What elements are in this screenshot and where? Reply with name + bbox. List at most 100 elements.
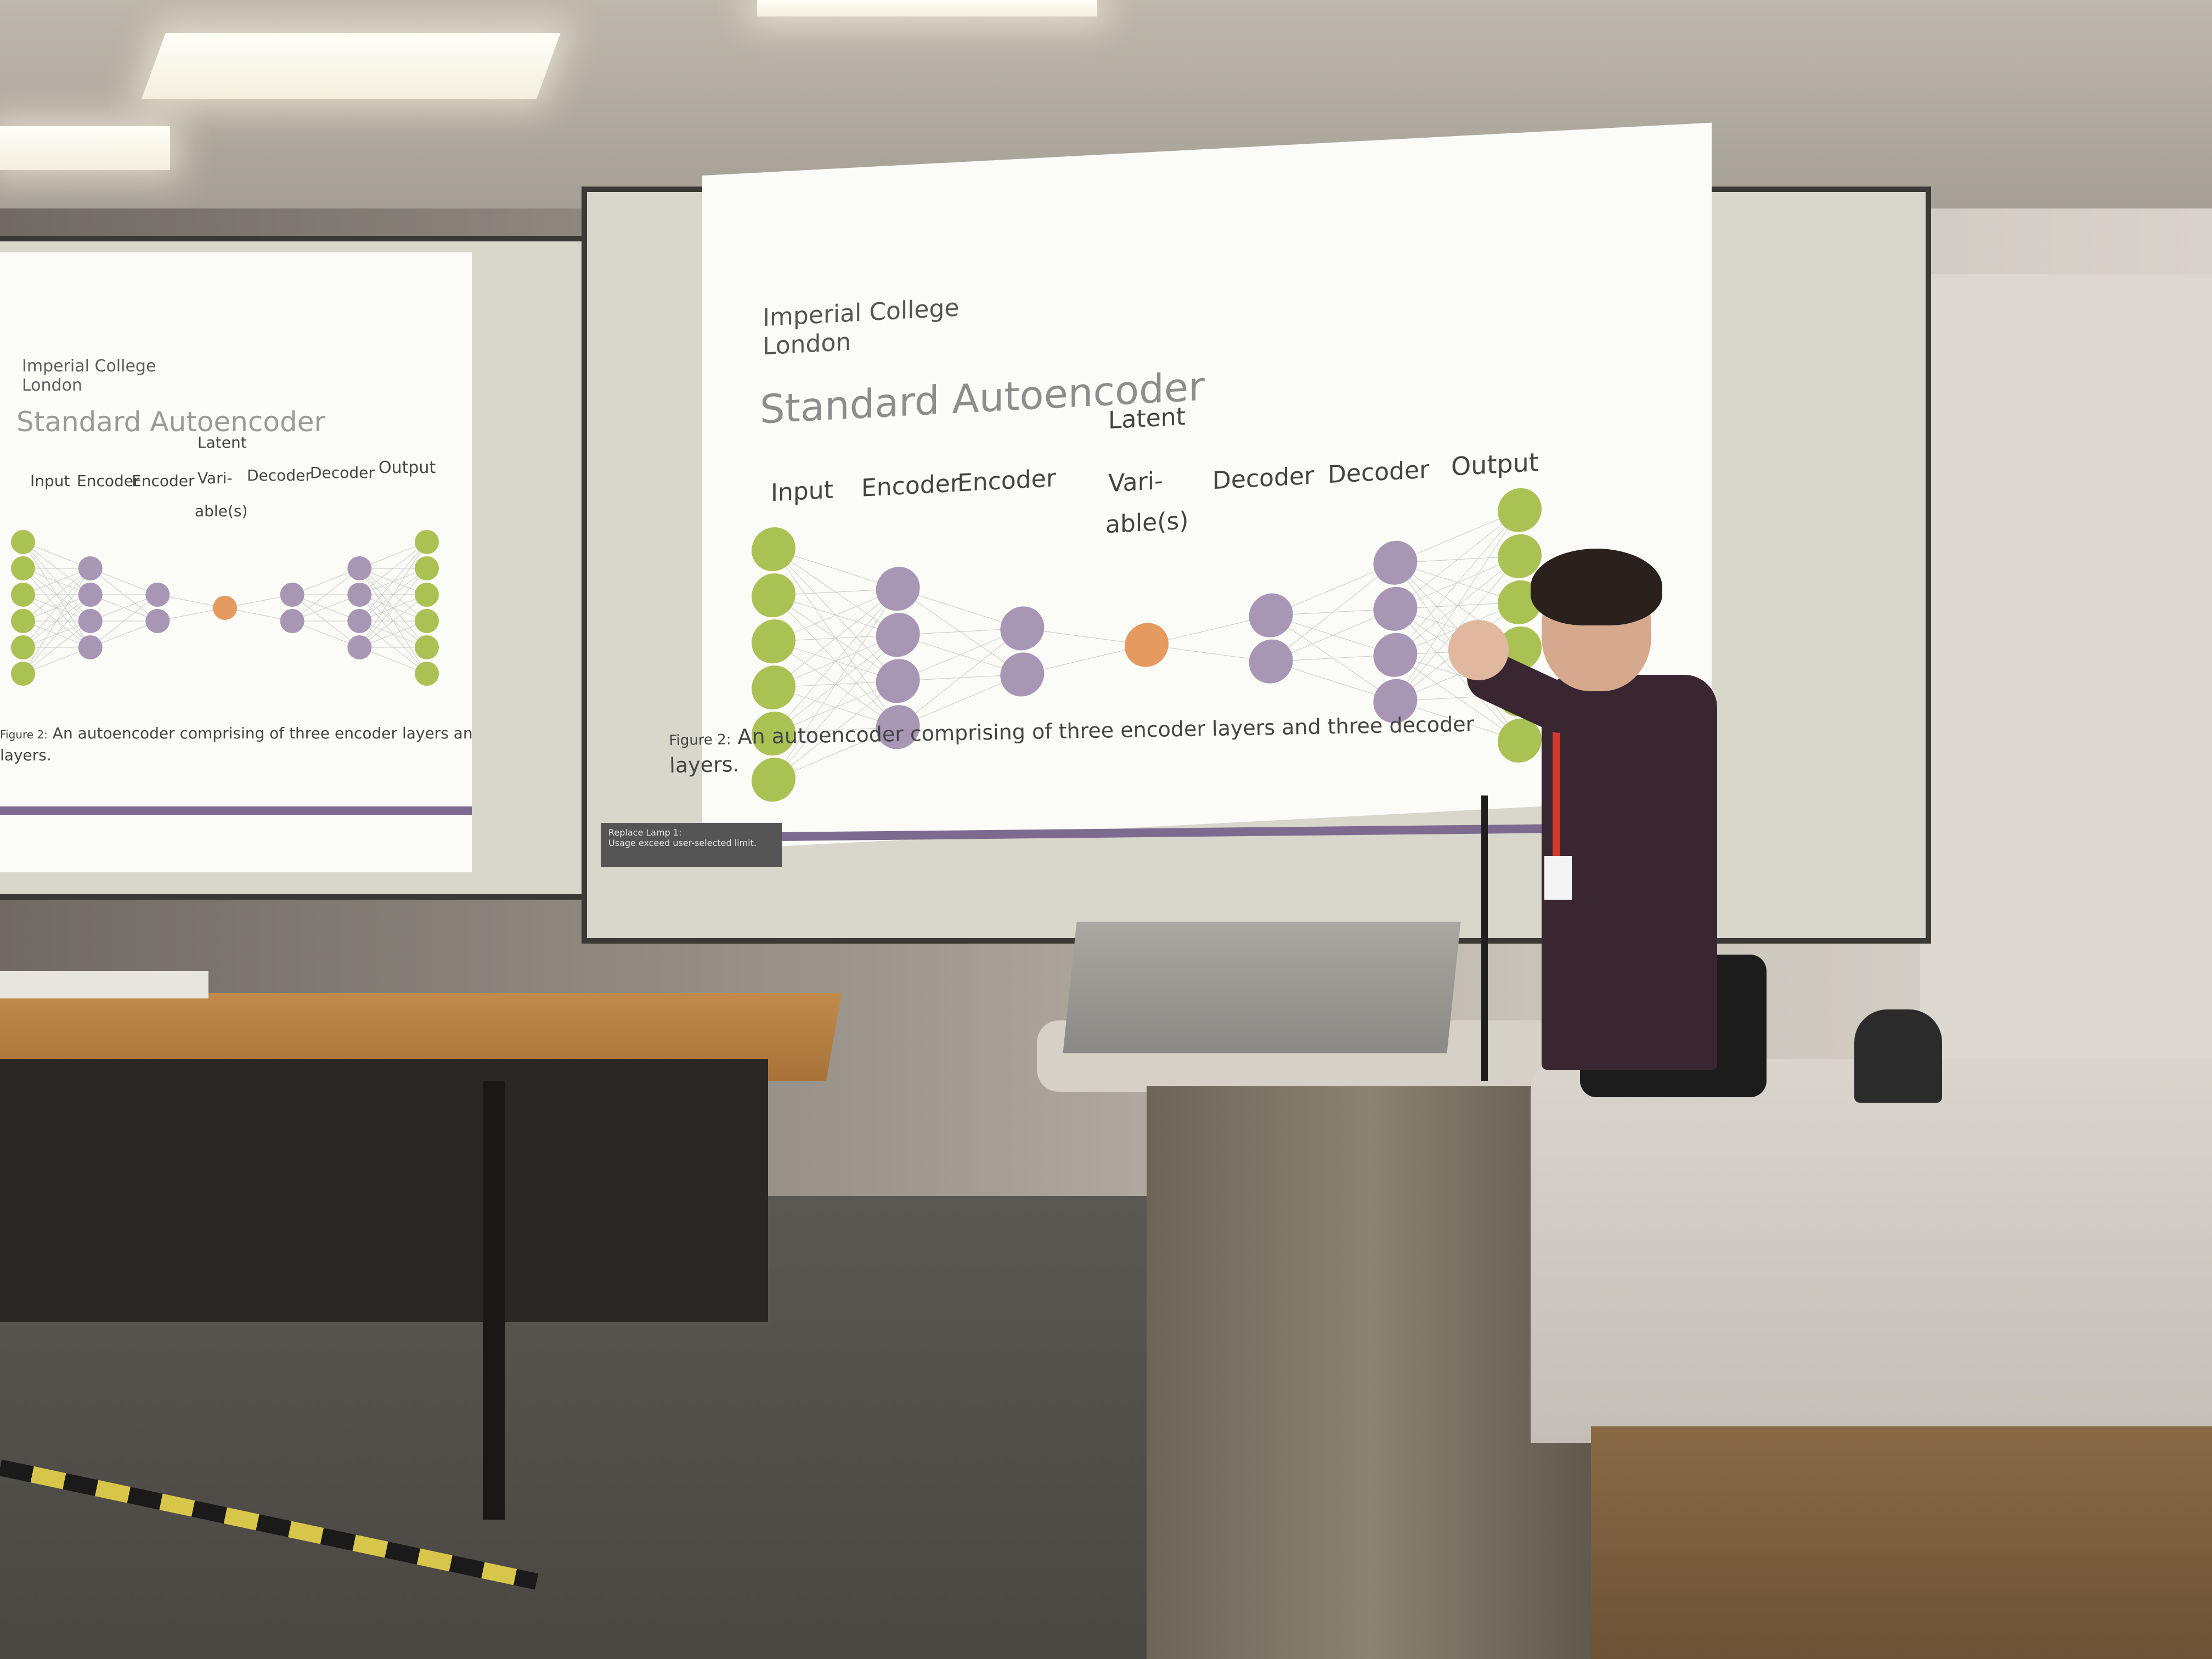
network-edge (1395, 510, 1520, 610)
network-node (876, 613, 920, 657)
network-node (752, 758, 795, 802)
left-slide: Imperial College London Standard Autoenc… (0, 252, 472, 872)
network-node (415, 609, 439, 633)
network-edge (898, 628, 1023, 681)
network-edge (773, 680, 898, 780)
network-edge (292, 568, 360, 622)
network-edge (1395, 510, 1520, 563)
network-node (78, 556, 103, 580)
network-node (11, 530, 35, 554)
left-caption-cont: layers. (0, 746, 52, 764)
network-node (280, 609, 304, 633)
network-node (752, 619, 795, 664)
network-node (347, 609, 372, 633)
encoder2-label: Encoder (957, 464, 1056, 498)
network-node (78, 583, 103, 607)
network-edge (22, 568, 91, 648)
logo-line2: London (763, 328, 851, 361)
network-node (752, 712, 795, 756)
ceiling-light (757, 0, 1097, 16)
network-edge (359, 568, 427, 648)
left-caption-text: An autoencoder comprising of three encod… (52, 724, 472, 742)
left-latent-bot: able(s) (195, 502, 248, 520)
network-node (415, 556, 439, 580)
network-edge (1271, 562, 1396, 616)
ceiling-light (142, 33, 561, 99)
network-edge (22, 594, 91, 674)
input-label: Input (771, 476, 833, 507)
network-node (78, 609, 103, 633)
network-node (415, 583, 439, 607)
network-edge (1395, 701, 1520, 741)
network-edge (773, 726, 898, 780)
ceiling-light (0, 126, 170, 170)
lectern (1147, 1086, 1596, 1659)
network-edge (22, 568, 91, 622)
network-edge (359, 594, 427, 648)
desk-leg (483, 1081, 505, 1520)
paper-stack (0, 971, 208, 998)
desk-front (0, 1059, 768, 1322)
network-node (78, 635, 103, 659)
microphone (1481, 795, 1488, 1081)
network-edge (773, 588, 899, 734)
projector-notice-line2: Usage exceed user-selected limit. (608, 838, 757, 848)
network-node (11, 556, 35, 580)
network-node (11, 583, 35, 607)
equipment-box (1854, 1009, 1942, 1103)
network-edge (359, 541, 427, 622)
network-node (752, 527, 795, 572)
network-edge (22, 620, 91, 674)
network-node (752, 573, 795, 618)
network-edge (22, 568, 91, 674)
network-edge (898, 628, 1023, 727)
network-node (1249, 639, 1293, 684)
caption-cont: layers. (669, 752, 740, 778)
projector-notice: Replace Lamp 1: Usage exceed user-select… (601, 823, 782, 867)
bench (1531, 1059, 2212, 1443)
network-edge (898, 674, 1023, 727)
network-node (876, 705, 920, 749)
presenter-hair (1531, 549, 1662, 625)
network-node (1498, 488, 1542, 532)
left-encoder1-label: Encoder (77, 472, 140, 490)
left-encoder2-label: Encoder (132, 472, 195, 490)
name-badge (1544, 856, 1572, 900)
network-edge (773, 589, 899, 780)
left-slide-rule (0, 806, 472, 815)
network-node (1000, 652, 1045, 697)
network-edge (898, 588, 1023, 629)
left-projection-screen: Imperial College London Standard Autoenc… (0, 236, 620, 900)
latent-label: Latent (1108, 402, 1186, 435)
network-node (145, 583, 170, 607)
network-node (752, 665, 795, 710)
projector-notice-line1: Replace Lamp 1: (608, 827, 682, 838)
left-network-diagram (11, 488, 439, 730)
network-node (347, 635, 372, 659)
left-logo-line2: London (22, 376, 82, 395)
left-decoder1-label: Decoder (247, 466, 312, 484)
network-node (1000, 606, 1045, 651)
left-latent-mid: Vari- (198, 469, 233, 487)
network-edge (359, 541, 427, 595)
main-projection-screen: Imperial College London Standard Autoenc… (582, 122, 1931, 944)
left-input-label: Input (30, 472, 70, 490)
network-node (213, 596, 237, 620)
network-node (415, 635, 439, 659)
left-latent-label: Latent (198, 433, 247, 452)
network-node (1373, 679, 1418, 723)
network-node (876, 659, 920, 703)
network-node (11, 635, 35, 659)
caption-label: Figure 2: (669, 731, 731, 749)
encoder1-label: Encoder (861, 469, 960, 503)
left-caption: Figure 2: An autoencoder comprising of t… (0, 724, 472, 742)
network-node (415, 530, 439, 554)
whiteboard (1920, 274, 2212, 1097)
left-caption-label: Figure 2: (0, 728, 48, 741)
left-decoder2-label: Decoder (310, 464, 375, 482)
presenter-hand (1448, 620, 1509, 680)
network-node (1373, 540, 1418, 585)
network-svg (11, 530, 439, 686)
network-node (1125, 623, 1169, 667)
left-slide-title: Standard Autoencoder (16, 406, 326, 438)
